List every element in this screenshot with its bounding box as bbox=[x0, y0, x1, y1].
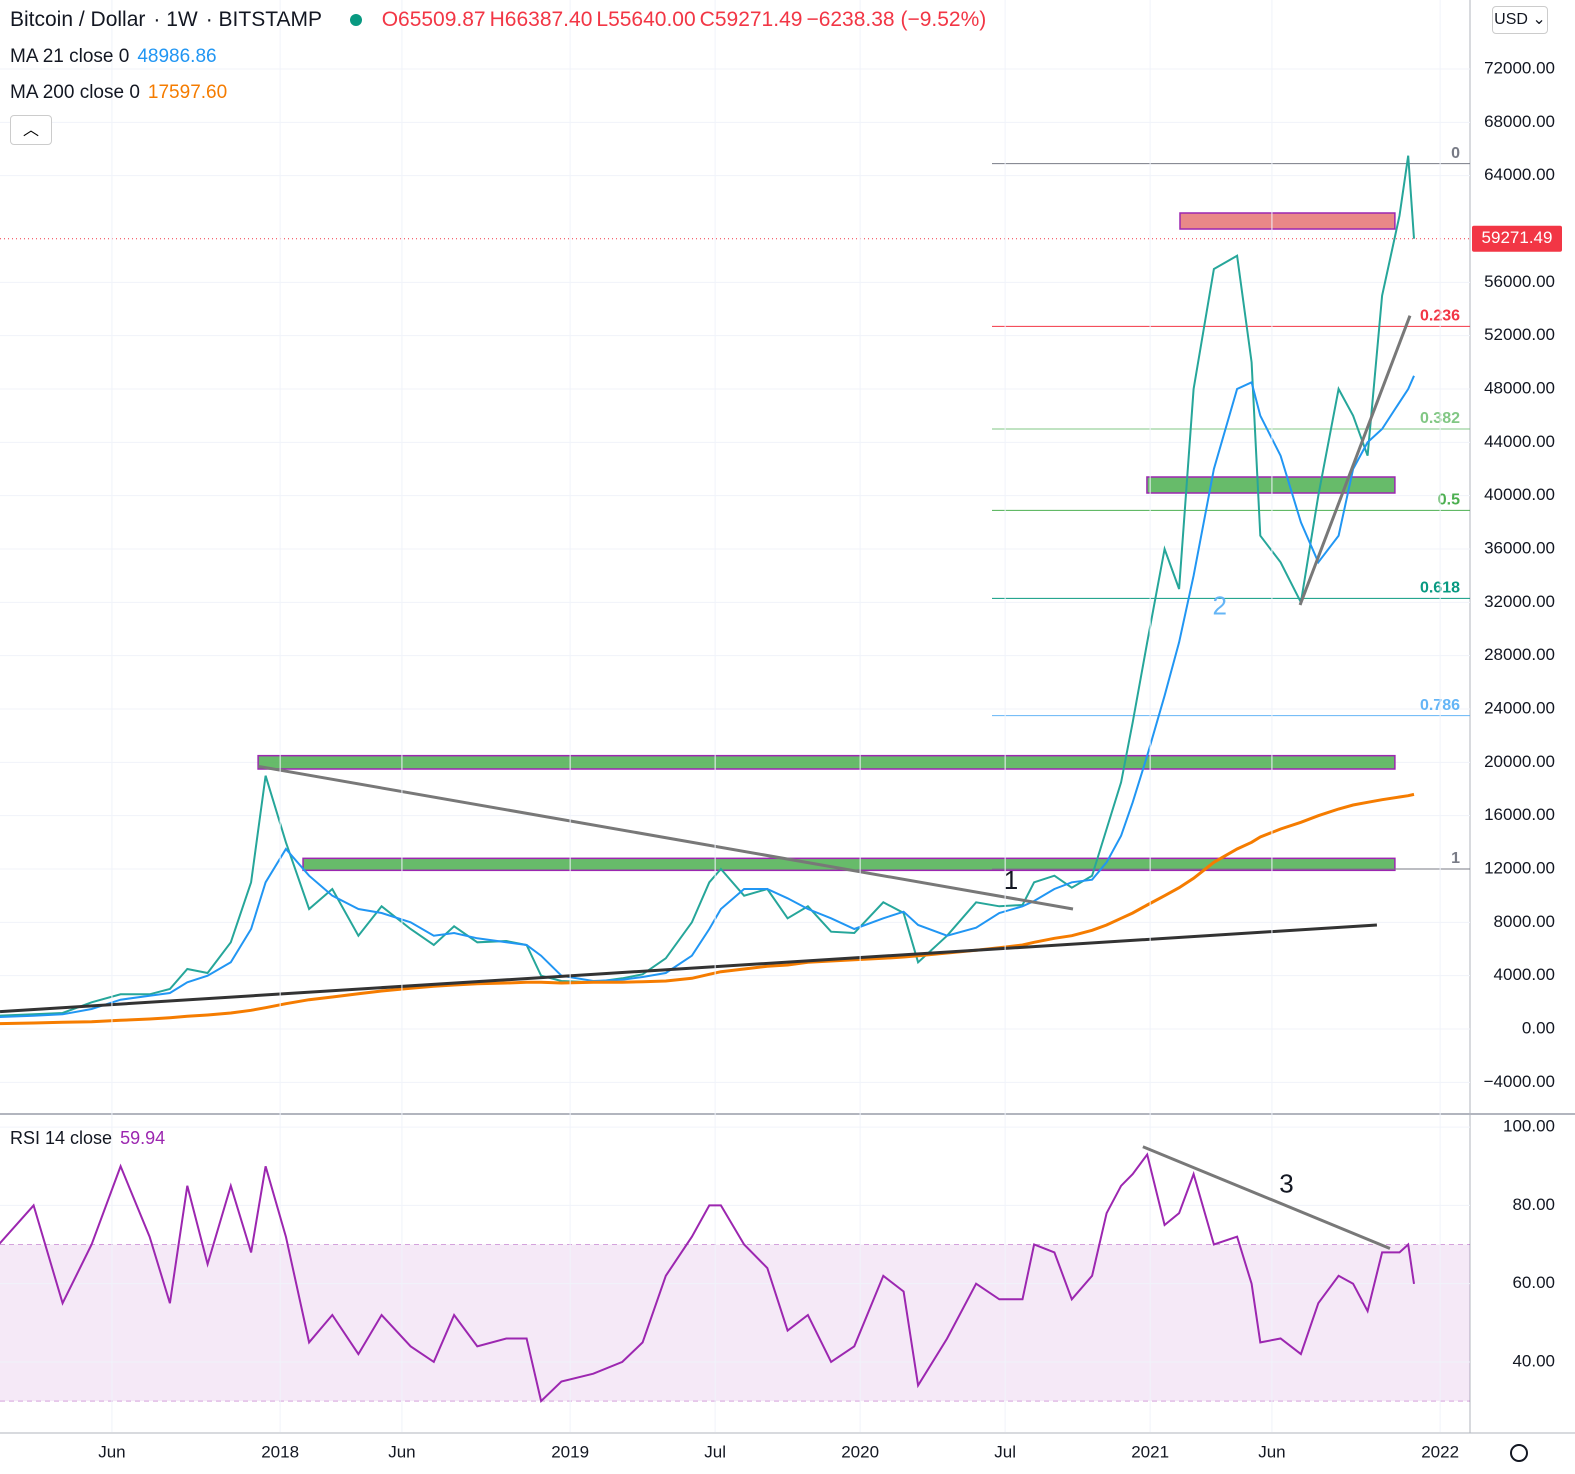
trendline bbox=[0, 923, 1378, 1014]
last-price-label: 59271.49 bbox=[1482, 228, 1553, 247]
y-tick-label: 72000.00 bbox=[1484, 58, 1555, 77]
symbol-legend: Bitcoin / Dollar · 1W · BITSTAMP O65509.87… bbox=[10, 8, 1002, 32]
zone bbox=[257, 754, 1396, 770]
last-price-tag bbox=[1472, 225, 1562, 252]
series-line bbox=[0, 375, 1415, 1018]
y-tick-label: 64000.00 bbox=[1484, 165, 1555, 184]
fib-label: 0 bbox=[1451, 145, 1460, 162]
ma21-name: MA 21 close 0 bbox=[10, 46, 130, 67]
y-tick-label: −4000.00 bbox=[1484, 1072, 1555, 1091]
zone bbox=[1179, 212, 1396, 230]
rsi-band bbox=[0, 1244, 1470, 1402]
y-tick-label: 68000.00 bbox=[1484, 112, 1555, 131]
collapse-button[interactable]: ︿ bbox=[10, 115, 52, 145]
rsi-name: RSI 14 close bbox=[10, 1128, 113, 1148]
annotation: 1 bbox=[1004, 865, 1018, 895]
low: L55640.00 bbox=[596, 8, 696, 31]
currency: USD bbox=[1494, 11, 1528, 28]
y-tick-label: 8000.00 bbox=[1494, 912, 1555, 931]
trendline bbox=[1142, 1145, 1391, 1250]
y-tick-label: 16000.00 bbox=[1484, 805, 1555, 824]
y-tick-label: 4000.00 bbox=[1494, 965, 1555, 984]
ohlc: O65509.87 H66387.40 L55640.00 C59271.49 −623… bbox=[382, 8, 995, 31]
x-tick-label: Jun bbox=[1258, 1442, 1285, 1461]
x-tick-label: 2018 bbox=[261, 1442, 299, 1461]
annotation: 3 bbox=[1279, 1169, 1293, 1199]
y-tick-label: 0.00 bbox=[1522, 1018, 1555, 1037]
ma200-legend: MA 200 close 0 17597.60 bbox=[10, 82, 235, 104]
x-tick-label: Jun bbox=[98, 1442, 125, 1461]
status-dot bbox=[349, 14, 362, 26]
y-tick-label: 48000.00 bbox=[1484, 378, 1555, 397]
x-tick-label: Jul bbox=[704, 1442, 726, 1461]
ma21-legend: MA 21 close 0 48986.86 bbox=[10, 46, 225, 68]
series-line bbox=[0, 155, 1415, 1017]
symbol: Bitcoin / Dollar bbox=[10, 8, 146, 31]
x-tick-label: 2021 bbox=[1131, 1442, 1169, 1461]
zone bbox=[1146, 476, 1396, 494]
x-tick-label: 2020 bbox=[841, 1442, 879, 1461]
annotation: 2 bbox=[1212, 591, 1226, 621]
ma21-value: 48986.86 bbox=[137, 46, 217, 67]
trendline bbox=[1298, 315, 1412, 606]
open: O65509.87 bbox=[381, 8, 486, 31]
change: −6238.38 (−9.52%) bbox=[806, 8, 987, 31]
ma200-name: MA 200 close 0 bbox=[10, 82, 140, 103]
y-tick-label: 60.00 bbox=[1512, 1273, 1555, 1292]
rsi-value: 59.94 bbox=[120, 1128, 166, 1148]
pane bbox=[0, 68, 1470, 1083]
x-tick-label: 2022 bbox=[1421, 1442, 1459, 1461]
y-tick-label: 80.00 bbox=[1512, 1195, 1555, 1214]
y-tick-label: 32000.00 bbox=[1484, 592, 1555, 611]
currency-button[interactable]: USD ⌄ bbox=[1492, 6, 1548, 34]
y-tick-label: 36000.00 bbox=[1484, 538, 1555, 557]
pane bbox=[0, 1126, 1470, 1402]
y-tick-label: 100.00 bbox=[1503, 1117, 1555, 1136]
interval: 1W bbox=[166, 8, 198, 31]
exchange: BITSTAMP bbox=[218, 8, 322, 31]
close: C59271.49 bbox=[699, 8, 803, 31]
x-tick-label: Jul bbox=[994, 1442, 1016, 1461]
price-axis-bg bbox=[1470, 0, 1575, 1474]
y-tick-label: 56000.00 bbox=[1484, 272, 1555, 291]
y-tick-label: 40.00 bbox=[1512, 1351, 1555, 1370]
y-tick-label: 40000.00 bbox=[1484, 485, 1555, 504]
fib-label: 0.5 bbox=[1438, 492, 1460, 509]
fib-label: 1 bbox=[1451, 850, 1460, 867]
x-tick-label: Jun bbox=[388, 1442, 415, 1461]
y-tick-label: 52000.00 bbox=[1484, 325, 1555, 344]
y-tick-label: 12000.00 bbox=[1484, 858, 1555, 877]
y-tick-label: 24000.00 bbox=[1484, 698, 1555, 717]
rsi-legend: RSI 14 close 59.94 bbox=[10, 1128, 173, 1149]
series-line bbox=[0, 792, 1415, 1026]
series-line bbox=[0, 1152, 1415, 1404]
y-tick-label: 20000.00 bbox=[1484, 752, 1555, 771]
settings-icon[interactable] bbox=[1510, 1444, 1528, 1462]
y-tick-label: 28000.00 bbox=[1484, 645, 1555, 664]
y-tick-label: 44000.00 bbox=[1484, 432, 1555, 451]
ma200-value: 17597.60 bbox=[147, 82, 228, 103]
high: H66387.40 bbox=[489, 8, 593, 31]
trendline bbox=[257, 764, 1074, 911]
x-tick-label: 2019 bbox=[551, 1442, 589, 1461]
